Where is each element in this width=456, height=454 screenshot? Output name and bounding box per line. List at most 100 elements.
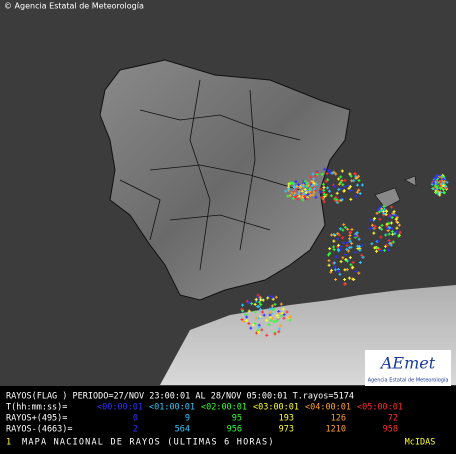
strike — [383, 207, 387, 211]
strike — [435, 175, 439, 179]
strike — [333, 199, 337, 203]
strike — [332, 184, 336, 188]
strike — [349, 245, 353, 249]
strike — [299, 196, 303, 200]
strike — [301, 198, 305, 202]
strike — [395, 226, 399, 230]
strike — [266, 296, 270, 300]
strike — [376, 207, 380, 211]
strike — [351, 265, 355, 269]
strike — [260, 328, 264, 332]
strike — [245, 315, 249, 319]
strike — [379, 205, 383, 209]
strike — [354, 270, 358, 274]
strike — [338, 272, 342, 276]
negative-count: 1210 — [326, 425, 346, 435]
strike — [333, 261, 337, 265]
strike — [344, 252, 348, 256]
strike — [332, 248, 336, 252]
strike — [348, 237, 352, 241]
strike — [272, 320, 276, 324]
negative-count: 973 — [279, 425, 294, 435]
strike — [275, 319, 279, 323]
strike — [290, 191, 294, 195]
strike — [305, 181, 309, 185]
logo-name: AEmet — [379, 354, 436, 373]
strike — [259, 307, 263, 311]
strike — [322, 200, 326, 204]
positive-count: 193 — [279, 414, 294, 424]
strike — [297, 191, 301, 195]
strike — [385, 222, 389, 226]
strike — [348, 239, 352, 243]
strike — [350, 241, 354, 245]
strike — [382, 204, 386, 208]
strike — [288, 194, 292, 198]
strike — [373, 216, 377, 220]
strike — [277, 327, 281, 331]
strike — [378, 226, 382, 230]
strike — [327, 189, 331, 193]
time-column: <01:00:01 — [149, 403, 195, 413]
strike — [287, 182, 291, 186]
strike — [296, 183, 300, 187]
strike — [277, 311, 281, 315]
strike — [389, 243, 393, 247]
strike — [438, 184, 442, 188]
strike — [355, 190, 359, 194]
strike — [269, 318, 273, 322]
strike — [268, 294, 272, 298]
strike — [341, 183, 345, 187]
strike — [383, 248, 387, 252]
strike — [390, 227, 394, 231]
strike — [288, 314, 292, 318]
strike — [256, 293, 260, 297]
strike — [329, 270, 333, 274]
strike — [434, 191, 438, 195]
strike — [392, 210, 396, 214]
strike — [244, 313, 248, 317]
strike — [336, 269, 340, 273]
strike — [304, 191, 308, 195]
strike — [354, 232, 358, 236]
strike — [302, 192, 306, 196]
strike — [433, 178, 437, 182]
strike — [358, 248, 362, 252]
strike — [323, 167, 327, 171]
strike — [356, 244, 360, 248]
strike — [240, 317, 244, 321]
strike — [395, 230, 399, 234]
strike — [277, 310, 281, 314]
strike — [322, 188, 326, 192]
strike — [256, 330, 260, 334]
strike — [334, 277, 338, 281]
strike — [375, 211, 379, 215]
system-name: McIDAS — [405, 438, 436, 448]
strike — [442, 177, 446, 181]
strike — [377, 247, 381, 251]
strike — [387, 232, 391, 236]
positive-count: 9 — [185, 414, 190, 424]
strike — [343, 277, 347, 281]
strike — [327, 259, 331, 263]
strike — [345, 241, 349, 245]
strike — [315, 170, 319, 174]
strike — [257, 300, 261, 304]
strike — [385, 243, 389, 247]
strike — [395, 215, 399, 219]
strike — [306, 183, 310, 187]
lightning-strikes — [240, 167, 449, 337]
strike — [442, 188, 446, 192]
strike — [386, 248, 390, 252]
strike — [253, 322, 257, 326]
strike — [259, 302, 263, 306]
strike — [333, 265, 337, 269]
strike — [296, 197, 300, 201]
strike — [332, 239, 336, 243]
strike — [354, 194, 358, 198]
strike — [387, 221, 391, 225]
strike — [360, 183, 364, 187]
strike — [355, 183, 359, 187]
strike — [254, 297, 258, 301]
strike — [375, 249, 379, 253]
